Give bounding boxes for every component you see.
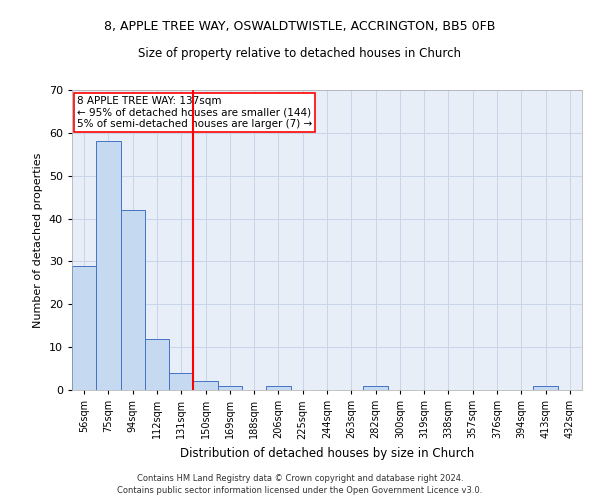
Bar [72,266,96,390]
Bar [121,210,145,390]
Bar [218,386,242,390]
Text: Size of property relative to detached houses in Church: Size of property relative to detached ho… [139,48,461,60]
Text: 8 APPLE TREE WAY: 137sqm
← 95% of detached houses are smaller (144)
5% of semi-d: 8 APPLE TREE WAY: 137sqm ← 95% of detach… [77,96,313,129]
Bar [193,382,218,390]
Bar [364,386,388,390]
Text: Contains HM Land Registry data © Crown copyright and database right 2024.
Contai: Contains HM Land Registry data © Crown c… [118,474,482,495]
Y-axis label: Number of detached properties: Number of detached properties [33,152,43,328]
Bar [169,373,193,390]
Bar [96,142,121,390]
Bar [266,386,290,390]
Bar [533,386,558,390]
X-axis label: Distribution of detached houses by size in Church: Distribution of detached houses by size … [180,447,474,460]
Bar [145,338,169,390]
Text: 8, APPLE TREE WAY, OSWALDTWISTLE, ACCRINGTON, BB5 0FB: 8, APPLE TREE WAY, OSWALDTWISTLE, ACCRIN… [104,20,496,33]
